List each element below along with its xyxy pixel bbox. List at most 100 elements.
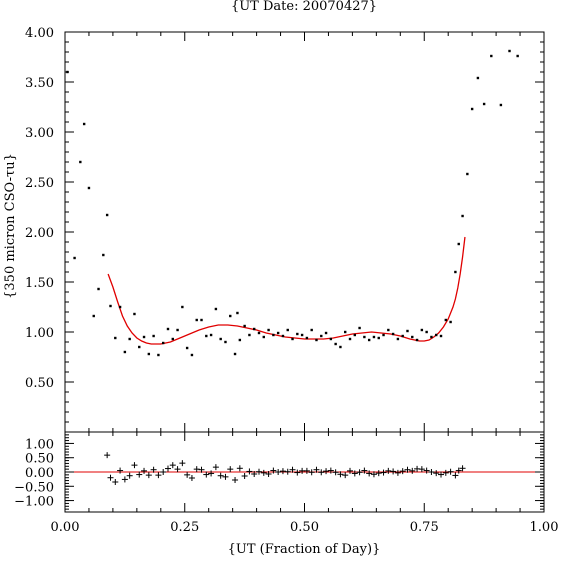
main-y-tick-label: 0.50 <box>25 376 54 391</box>
residual-point <box>284 468 291 475</box>
tau-data-point <box>224 340 227 344</box>
tau-data-point <box>281 334 285 338</box>
tau-data-point <box>324 331 328 335</box>
x-tick-label: 0.75 <box>410 520 439 535</box>
residual-point <box>347 467 354 474</box>
tau-data-point <box>490 54 493 58</box>
tau-data-point <box>267 328 270 332</box>
tau-data-point <box>401 334 404 338</box>
tau-data-point <box>415 338 419 342</box>
residual-point <box>337 471 344 478</box>
tau-data-point <box>157 353 160 357</box>
residual-point <box>294 469 301 476</box>
tau-data-point <box>114 336 117 340</box>
residual-point <box>145 472 152 479</box>
residual-point <box>227 466 234 473</box>
tau-data-point <box>229 314 232 318</box>
residual-point <box>246 468 253 475</box>
residual-y-tick-label: 0.50 <box>25 452 54 467</box>
tau-data-point <box>147 352 151 356</box>
tau-data-point <box>411 335 414 339</box>
residual-point <box>174 466 181 473</box>
tau-data-point <box>466 172 469 176</box>
residual-y-tick-label: 1.00 <box>25 437 54 452</box>
tau-data-point <box>470 107 474 111</box>
residual-point <box>232 477 239 483</box>
residual-point <box>107 474 114 481</box>
tau-data-point <box>66 70 69 74</box>
tau-data-point <box>286 328 289 332</box>
tau-data-point <box>508 49 511 53</box>
residual-point <box>289 466 296 473</box>
residual-point <box>313 466 320 473</box>
tau-data-point <box>353 333 356 337</box>
tau-data-point <box>123 350 127 354</box>
tau-data-point <box>406 329 409 333</box>
residual-point <box>141 467 148 474</box>
residual-point <box>318 469 325 476</box>
residual-point <box>260 469 267 476</box>
residual-panel: −1.00−0.500.000.501.000.00 0.25 0.50 0.75 1.… <box>14 431 559 535</box>
tau-data-point <box>133 312 136 316</box>
main-y-tick-label: 2.00 <box>25 226 54 241</box>
tau-data-point <box>334 342 337 346</box>
tau-data-point <box>162 341 165 345</box>
residual-point <box>375 470 382 477</box>
residual-point <box>126 472 133 479</box>
residual-point <box>423 467 430 474</box>
tau-data-point <box>476 76 480 80</box>
residual-point <box>323 468 330 475</box>
residual-point <box>447 468 454 475</box>
tau-data-point <box>367 338 371 342</box>
tau-data-point <box>339 345 342 349</box>
tau-data-point <box>262 335 265 339</box>
tau-data-point <box>291 337 294 341</box>
tau-data-point <box>238 338 242 342</box>
tau-data-point <box>97 287 100 291</box>
tau-data-point <box>457 242 460 246</box>
tau-data-point <box>200 318 203 322</box>
tau-data-point <box>363 335 366 339</box>
x-tick-label: 0.25 <box>170 520 199 535</box>
x-tick-label: 1.00 <box>530 520 559 535</box>
residual-point <box>361 467 368 474</box>
tau-data-point <box>300 333 304 337</box>
tau-data-point <box>358 326 361 330</box>
tau-data-point <box>454 270 457 274</box>
residual-point <box>442 469 449 476</box>
residual-point <box>459 465 466 472</box>
tau-data-point <box>430 335 433 339</box>
tau-data-point <box>128 337 131 341</box>
tau-data-point <box>79 160 82 164</box>
tau-data-point <box>166 327 170 331</box>
residual-point <box>275 469 282 475</box>
residual-point <box>332 469 339 476</box>
residual-y-tick-label: −0.50 <box>14 480 54 495</box>
residual-point <box>366 470 373 477</box>
tau-data-point <box>73 256 76 260</box>
residual-point <box>222 473 229 480</box>
tau-data-point <box>236 311 239 315</box>
tau-data-point <box>171 337 174 341</box>
main-y-axis-label: {350 micron CSO-τu} <box>3 153 18 299</box>
residual-point <box>433 470 440 477</box>
residual-point <box>121 476 128 483</box>
tau-data-point <box>176 328 179 332</box>
tau-data-point <box>87 186 91 190</box>
tau-data-point <box>348 337 352 341</box>
main-y-tick-label: 3.50 <box>25 76 54 91</box>
residual-point <box>308 469 315 476</box>
main-y-tick-label: 2.50 <box>25 176 54 191</box>
tau-data-point <box>219 337 222 341</box>
residual-point <box>136 471 143 478</box>
residual-point <box>270 467 277 474</box>
tau-data-point <box>305 336 309 340</box>
tau-data-point <box>185 346 189 350</box>
tau-data-point <box>82 122 86 126</box>
main-plot-frame <box>64 31 545 433</box>
tau-data-point <box>387 328 390 332</box>
residual-point <box>265 471 272 477</box>
residual-point <box>428 469 435 475</box>
